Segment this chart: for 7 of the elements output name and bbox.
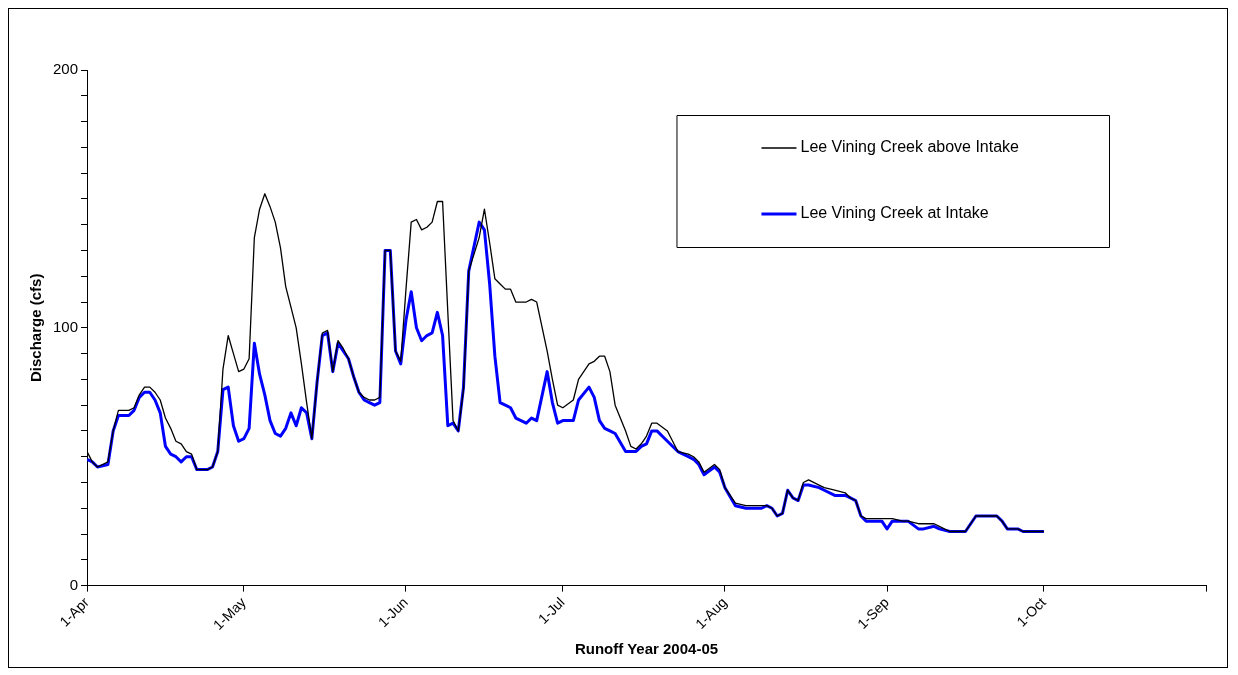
legend-label: Lee Vining Creek above Intake — [800, 138, 1020, 156]
y-tick-label: 100 — [53, 317, 79, 335]
y-tick-label: 0 — [69, 575, 79, 593]
y-axis-title: Discharge (cfs) — [27, 273, 45, 382]
y-tick-label: 200 — [53, 60, 79, 78]
legend-label: Lee Vining Creek at Intake — [800, 204, 989, 222]
x-axis-title: Runoff Year 2004-05 — [574, 640, 719, 658]
